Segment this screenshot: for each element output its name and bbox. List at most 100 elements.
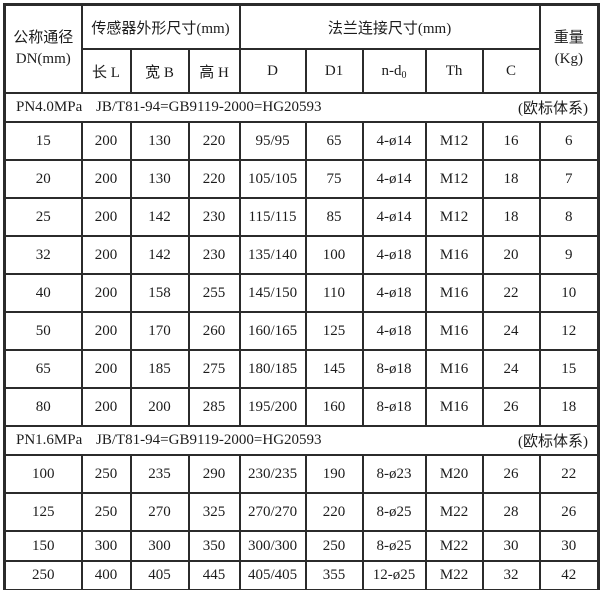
table-row: 32 200 142 230 135/140 100 4-ø18 M16 20 9 (3, 235, 600, 275)
table-cell: 16 (481, 121, 541, 161)
table-cell: 65 (304, 121, 364, 161)
table-cell: 50 (3, 311, 83, 351)
table-cell: 65 (3, 349, 83, 389)
table-cell: 24 (481, 311, 541, 351)
table-cell: M22 (424, 492, 484, 532)
table-cell: 300 (129, 530, 190, 562)
nd0-subscript: 0 (401, 69, 407, 81)
nominal-diameter-label: 公称通径 (13, 30, 74, 46)
table-cell: M16 (424, 273, 484, 313)
weight-label: 重量 (553, 30, 584, 46)
table-cell: 250 (80, 454, 132, 494)
table-cell: 445 (187, 560, 241, 590)
table-cell: 28 (481, 492, 541, 532)
header-height-h: 高 H (187, 48, 241, 94)
table-row: 100 250 235 290 230/235 190 8-ø23 M20 26 22 (3, 454, 600, 494)
table-cell: M16 (424, 311, 484, 351)
header-row-subcolumns: 长 L 宽 B 高 H D D1 n-d0 Th C (5, 48, 599, 94)
standard-system-note: (欧标体系) (518, 101, 589, 117)
table-cell: 100 (304, 235, 364, 275)
table-cell: 200 (80, 159, 132, 199)
table-cell: 8-ø18 (361, 387, 427, 427)
table-cell: 200 (80, 197, 132, 237)
table-cell: M20 (424, 454, 484, 494)
table-cell: 270 (129, 492, 190, 532)
table-cell: 185 (129, 349, 190, 389)
table-cell: 200 (80, 121, 132, 161)
table-cell: 42 (538, 560, 600, 590)
table-cell: 220 (187, 121, 241, 161)
table-cell: M16 (424, 349, 484, 389)
table-cell: 4-ø14 (361, 197, 427, 237)
table-cell: 230 (187, 197, 241, 237)
table-cell: 110 (304, 273, 364, 313)
header-nominal-diameter: 公称通径 DN(mm) (3, 3, 83, 94)
table-cell: 4-ø18 (361, 235, 427, 275)
table-cell: 300/300 (238, 530, 307, 562)
header-width-b: 宽 B (129, 48, 190, 94)
table-cell: M22 (424, 530, 484, 562)
weight-unit: (Kg) (554, 51, 583, 67)
nominal-diameter-unit: DN(mm) (15, 51, 71, 67)
table-cell: 15 (3, 121, 83, 161)
table-cell: 130 (129, 159, 190, 199)
table-cell: 4-ø14 (361, 159, 427, 199)
table-row: 15 200 130 220 95/95 65 4-ø14 M12 16 6 (3, 121, 600, 161)
header-flange-c: C (481, 48, 541, 94)
table-cell: 195/200 (238, 387, 307, 427)
table-cell: 235 (129, 454, 190, 494)
table-cell: 4-ø18 (361, 311, 427, 351)
table-cell: M22 (424, 560, 484, 590)
table-cell: M12 (424, 121, 484, 161)
table-cell: 8-ø25 (361, 530, 427, 562)
pressure-rating-label: PN1.6MPa (16, 432, 83, 448)
table-cell: 80 (3, 387, 83, 427)
table-cell: 200 (129, 387, 190, 427)
table-cell: M12 (424, 159, 484, 199)
table-header: 公称通径 DN(mm) 传感器外形尺寸(mm) 法兰连接尺寸(mm) 重量 (K… (3, 3, 600, 94)
table-cell: 32 (481, 560, 541, 590)
table-cell: 275 (187, 349, 241, 389)
table-cell: 20 (481, 235, 541, 275)
table-cell: 200 (80, 311, 132, 351)
table-cell: 26 (481, 454, 541, 494)
table-row: 250 400 405 445 405/405 355 12-ø25 M22 32 42 (3, 560, 600, 590)
table-row: 25 200 142 230 115/115 85 4-ø14 M12 18 8 (3, 197, 600, 237)
table-cell: 22 (538, 454, 600, 494)
table-cell: 200 (80, 349, 132, 389)
table-cell: 135/140 (238, 235, 307, 275)
table-cell: 75 (304, 159, 364, 199)
table-cell: 18 (481, 159, 541, 199)
table-cell: 115/115 (238, 197, 307, 237)
table-cell: 100 (3, 454, 83, 494)
table-cell: 8-ø23 (361, 454, 427, 494)
table-cell: 405/405 (238, 560, 307, 590)
table-cell: 32 (3, 235, 83, 275)
pressure-rating-label: PN4.0MPa (16, 99, 83, 115)
table-cell: 230 (187, 235, 241, 275)
table-cell: 200 (80, 387, 132, 427)
table-cell: 12-ø25 (361, 560, 427, 590)
table-cell: 150 (3, 530, 83, 562)
table-cell: 255 (187, 273, 241, 313)
header-weight: 重量 (Kg) (538, 3, 600, 94)
header-flange-connection-group: 法兰连接尺寸(mm) (238, 3, 541, 50)
table-row: 50 200 170 260 160/165 125 4-ø18 M16 24 12 (3, 311, 600, 351)
table-cell: 130 (129, 121, 190, 161)
dimension-spec-table: 公称通径 DN(mm) 传感器外形尺寸(mm) 法兰连接尺寸(mm) 重量 (K… (3, 3, 600, 590)
header-flange-d: D (238, 48, 307, 94)
flange-standard-label: JB/T81-94=GB9119-2000=HG20593 (96, 99, 322, 115)
section-cell: PN4.0MPa JB/T81-94=GB9119-2000=HG20593 (欧标… (3, 92, 600, 123)
table-cell: 30 (481, 530, 541, 562)
header-length-l: 长 L (80, 48, 132, 94)
table-cell: 170 (129, 311, 190, 351)
section-cell: PN1.6MPa JB/T81-94=GB9119-2000=HG20593 (欧标… (3, 425, 600, 456)
table-cell: 250 (3, 560, 83, 590)
table-cell: 270/270 (238, 492, 307, 532)
table-cell: M16 (424, 235, 484, 275)
table-cell: 142 (129, 235, 190, 275)
table-cell: 85 (304, 197, 364, 237)
table-cell: 7 (538, 159, 600, 199)
table-cell: 350 (187, 530, 241, 562)
standard-system-note: (欧标体系) (518, 434, 589, 450)
